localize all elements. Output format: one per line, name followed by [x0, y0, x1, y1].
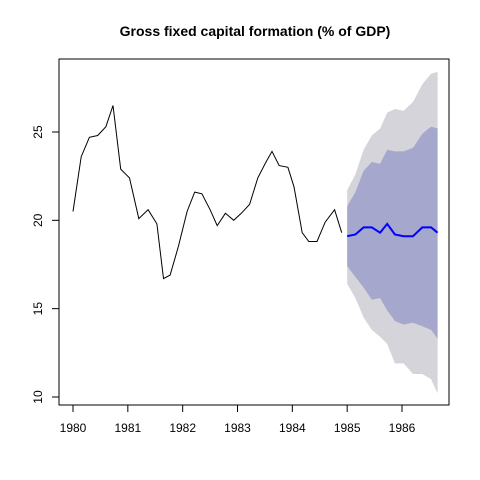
y-tick-label: 20 [31, 213, 45, 227]
history-line [72, 105, 343, 280]
forecast-mean-line [346, 222, 439, 238]
x-tick-label: 1986 [389, 421, 416, 435]
y-tick-label: 15 [31, 302, 45, 316]
chart-title: Gross fixed capital formation (% of GDP) [120, 23, 391, 39]
y-tick-label: 10 [31, 390, 45, 404]
plot-area [72, 71, 439, 394]
x-tick-label: 1980 [60, 421, 87, 435]
x-tick-label: 1985 [334, 421, 361, 435]
x-tick-label: 1983 [224, 421, 251, 435]
x-tick-label: 1984 [279, 421, 306, 435]
axes: 1980 1981 1982 1983 1984 1985 1986 10 15 20 25 [31, 125, 416, 435]
x-tick-label: 1981 [114, 421, 141, 435]
x-tick-label: 1982 [169, 421, 196, 435]
y-tick-label: 25 [31, 125, 45, 139]
